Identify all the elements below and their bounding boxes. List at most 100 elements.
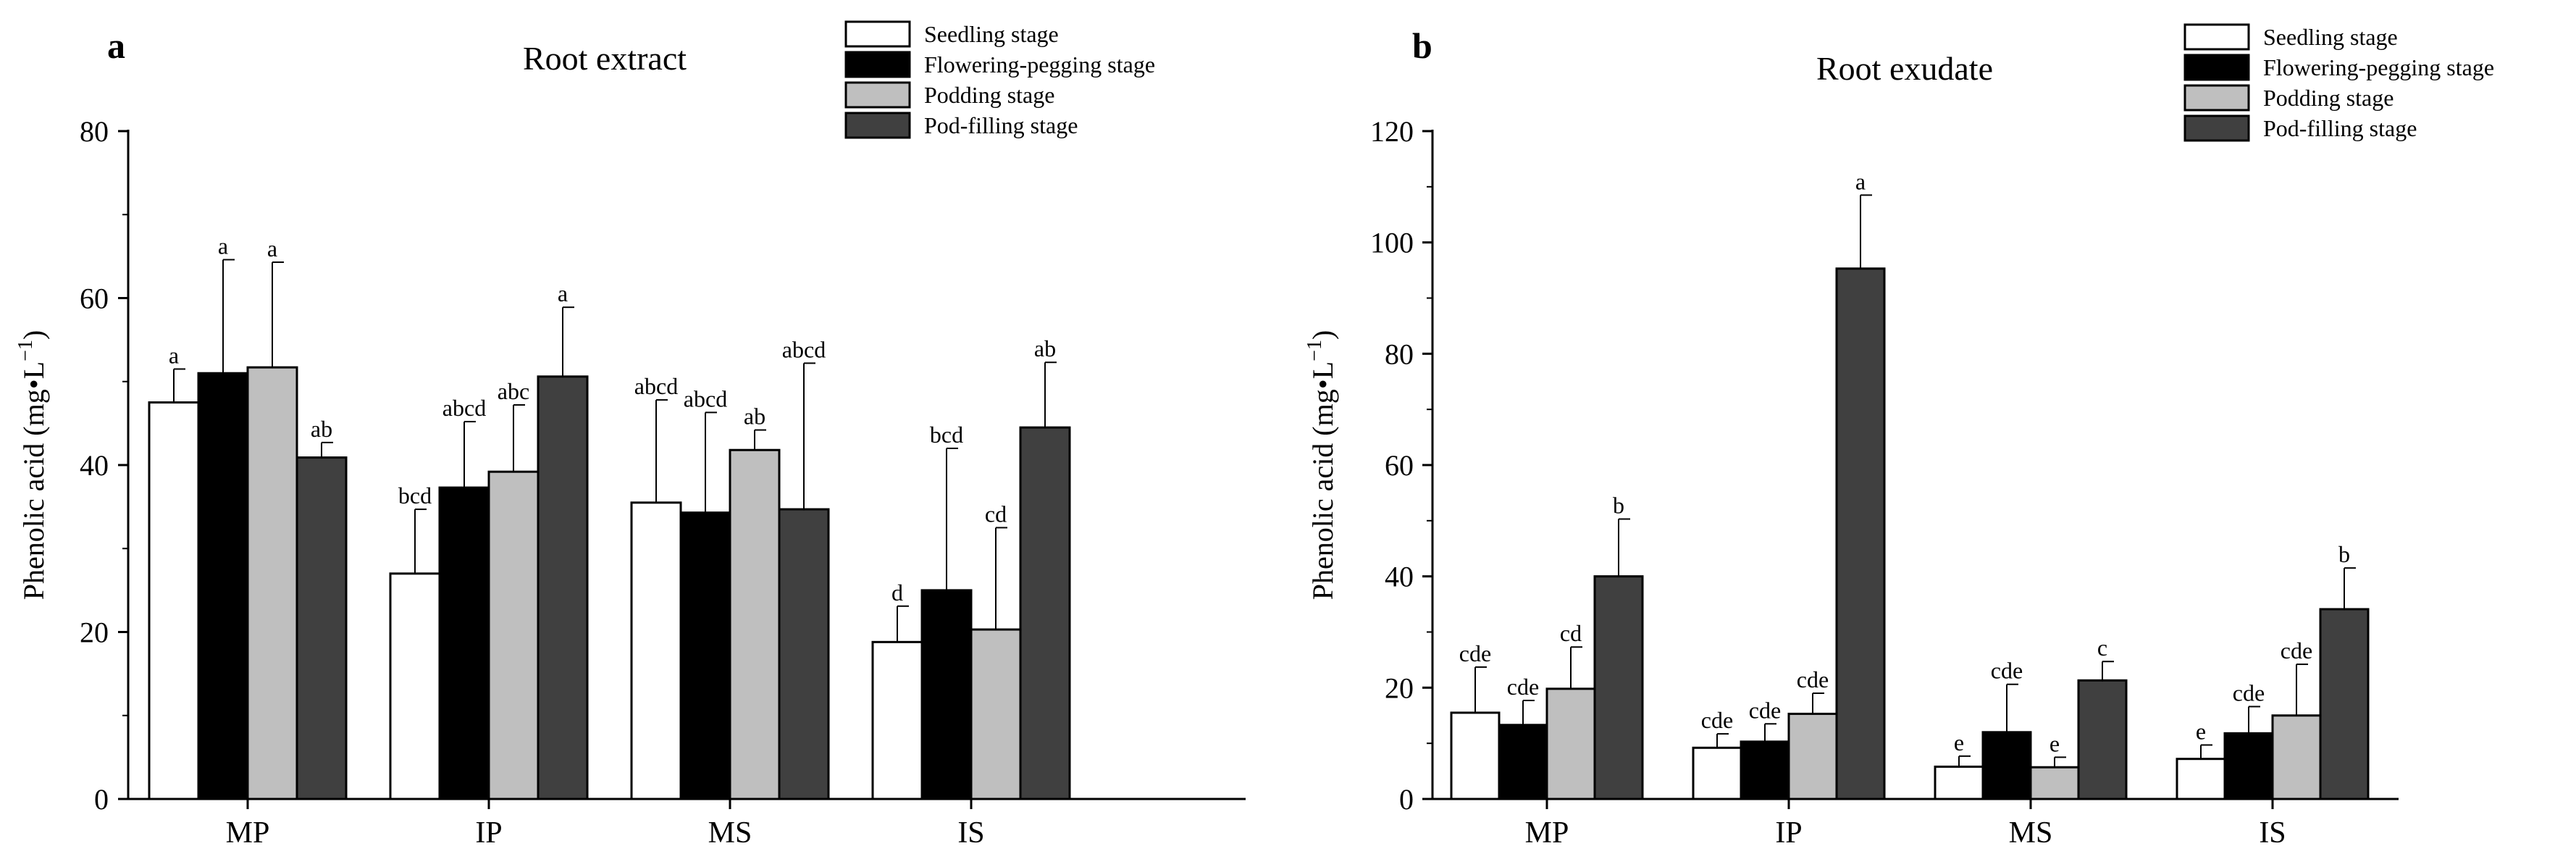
bar [1787, 712, 1838, 800]
legend-entry: Seedling stage [924, 21, 1059, 47]
legend-swatch [2183, 54, 2250, 81]
significance-label: b [1613, 493, 1624, 519]
significance-label: abcd [634, 373, 678, 399]
legend-entry: Podding stage [2263, 85, 2394, 111]
x-tick-label: MS [2009, 816, 2053, 850]
y-axis-title-close: ) [1306, 330, 1339, 340]
bar [2077, 679, 2128, 800]
legend-entry: Seedling stage [2263, 24, 2398, 50]
bar [537, 375, 589, 800]
y-tick-label: 80 [80, 115, 109, 148]
x-tick-label: MS [708, 816, 752, 850]
bar [246, 366, 298, 800]
y-tick-label: 20 [80, 616, 109, 649]
significance-label: ab [1034, 335, 1056, 361]
bar [487, 470, 540, 800]
y-tick-label: 80 [1385, 338, 1414, 370]
bar [1934, 765, 1984, 800]
significance-label: abcd [442, 395, 486, 421]
bar [2319, 608, 2370, 800]
significance-label: a [267, 235, 277, 261]
bar [1450, 711, 1501, 800]
y-axis-title-superscript: −1 [1304, 340, 1326, 361]
significance-label: a [218, 233, 228, 259]
bar [778, 508, 830, 800]
y-axis-title-close: ) [17, 330, 50, 340]
significance-label: cde [1797, 666, 1829, 692]
y-axis-title: Phenolic acid (mg•L−1) [14, 330, 50, 601]
significance-label: bcd [930, 422, 963, 448]
bar [2029, 766, 2080, 800]
significance-label: abcd [684, 385, 727, 411]
y-tick-label: 40 [1385, 561, 1414, 593]
legend-swatch [844, 20, 911, 48]
significance-label: e [1954, 729, 1964, 756]
legend-entry: Podding stage [924, 82, 1054, 108]
significance-label: a [1855, 168, 1866, 194]
significance-label: cde [1507, 674, 1539, 700]
y-axis-title-main: Phenolic acid (mg•L [1306, 361, 1339, 600]
significance-label: e [2050, 730, 2060, 756]
chart-title: Root extract [523, 40, 687, 77]
bar [1692, 746, 1742, 800]
x-tick-label: IP [475, 816, 502, 850]
bar [197, 372, 249, 800]
significance-label: cde [2233, 679, 2265, 706]
y-tick-label: 0 [94, 783, 109, 816]
bar [1835, 267, 1886, 800]
y-tick-label: 0 [1399, 783, 1414, 816]
bar [729, 448, 781, 800]
legend-swatch [844, 51, 911, 78]
legend-swatch [2183, 114, 2250, 142]
chart-title: Root exudate [1816, 50, 1993, 87]
bar [148, 401, 200, 800]
legend-swatch [844, 112, 911, 139]
legend-swatch [2183, 23, 2250, 51]
significance-label: e [2196, 718, 2206, 744]
panel-label: a [107, 25, 125, 66]
bar [970, 628, 1022, 800]
bar [389, 572, 441, 800]
legend-entry: Flowering-pegging stage [2263, 54, 2494, 80]
significance-label: cde [2281, 637, 2312, 664]
bar [679, 511, 731, 800]
bar [1498, 724, 1548, 800]
significance-label: a [169, 342, 179, 368]
y-tick-label: 40 [80, 449, 109, 482]
bar [1981, 731, 2032, 800]
bar [1019, 426, 1071, 800]
legend-swatch [2183, 84, 2250, 112]
y-axis-title-main: Phenolic acid (mg•L [17, 361, 50, 600]
bar [1593, 575, 1644, 800]
bar [1545, 687, 1596, 800]
significance-label: bcd [398, 482, 432, 509]
significance-label: cde [1991, 658, 2023, 684]
x-tick-label: IS [957, 816, 984, 850]
significance-label: cd [985, 501, 1007, 527]
y-axis-title: Phenolic acid (mg•L−1) [1304, 330, 1339, 601]
panel-label: b [1412, 25, 1432, 66]
x-tick-label: IS [2259, 816, 2286, 850]
significance-label: abc [498, 378, 529, 404]
legend-entry: Pod-filling stage [924, 112, 1078, 138]
significance-label: cd [1560, 620, 1582, 646]
bar [1740, 740, 1790, 800]
legend-swatch [844, 81, 911, 109]
x-tick-label: IP [1775, 816, 1802, 850]
bar [630, 501, 682, 800]
y-tick-label: 60 [80, 283, 109, 315]
y-tick-label: 120 [1370, 115, 1414, 148]
y-tick-label: 100 [1370, 227, 1414, 259]
legend-entry: Flowering-pegging stage [924, 51, 1155, 78]
y-tick-label: 20 [1385, 671, 1414, 704]
bar [2271, 714, 2322, 800]
x-tick-label: MP [226, 816, 270, 850]
significance-label: b [2338, 541, 2350, 567]
significance-label: cde [1459, 640, 1491, 666]
significance-label: a [558, 280, 568, 306]
significance-label: ab [744, 403, 765, 430]
x-tick-label: MP [1525, 816, 1569, 850]
y-axis-title-superscript: −1 [14, 340, 37, 361]
legend-entry: Pod-filling stage [2263, 115, 2417, 141]
